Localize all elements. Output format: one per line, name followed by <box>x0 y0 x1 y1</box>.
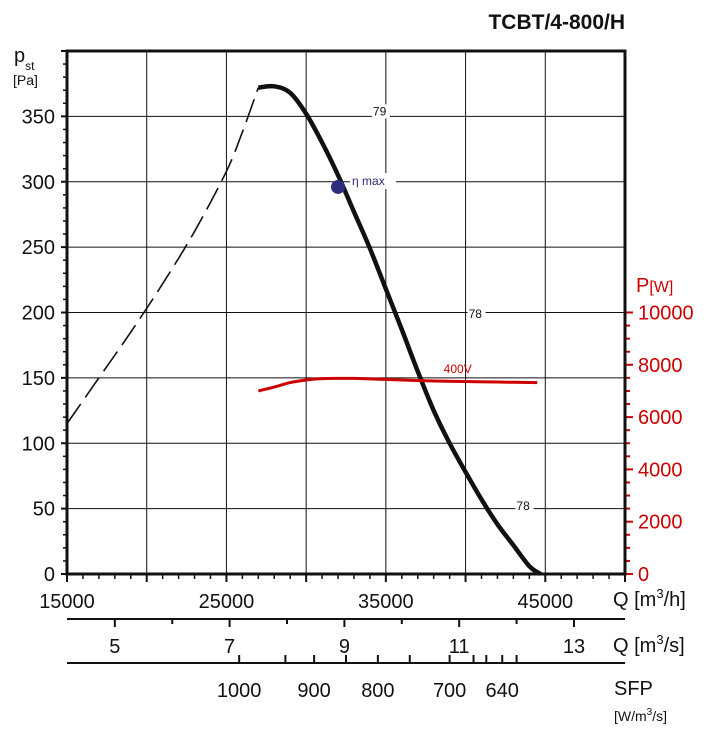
y-tick-label: 100 <box>22 433 55 455</box>
x3-tick-label: 640 <box>486 680 519 702</box>
y-axis-ticks: 0 50 100 150 200 250 300 350 <box>22 50 67 586</box>
y-tick-label: 250 <box>22 237 55 259</box>
x3-tick-label: 900 <box>297 680 330 702</box>
x1-tick-label: 25000 <box>199 591 255 613</box>
x2-tick-label: 11 <box>449 636 470 658</box>
y-axis-label: pst <box>14 45 35 73</box>
x-axis-m3s-label: Q [m3/s] <box>613 632 685 657</box>
eta-max-label: η max <box>352 174 385 188</box>
p-tick-label: 0 <box>638 564 649 586</box>
y-tick-label: 50 <box>33 499 55 521</box>
x1-tick-label: 35000 <box>358 591 414 613</box>
efficiency-label-bg <box>467 307 486 322</box>
efficiency-label: 78 <box>469 307 483 321</box>
y-tick-label: 0 <box>44 564 55 586</box>
x-axis-m3h: 15000 25000 35000 45000 <box>39 574 626 613</box>
p-tick-label: 6000 <box>638 407 683 429</box>
x2-tick-label: 7 <box>224 636 235 658</box>
x3-tick-label: 800 <box>361 680 394 702</box>
x-axis-m3h-label: Q [m3/h] <box>613 586 686 611</box>
series-pst-unstable <box>66 87 260 425</box>
secondary-y-axis-ticks: 0 2000 4000 6000 8000 10000 <box>625 303 694 586</box>
x3-tick-label: 700 <box>433 680 466 702</box>
efficiency-label-bg <box>515 499 534 514</box>
eta-max-marker <box>331 179 346 194</box>
p-tick-label: 2000 <box>638 512 683 534</box>
p-tick-label: 8000 <box>638 355 683 377</box>
series-group: 400V <box>66 83 542 576</box>
grid <box>67 51 625 574</box>
eta-max-label-bg <box>350 172 397 189</box>
efficiency-label: 78 <box>516 499 530 513</box>
series-400v-label: 400V <box>444 362 472 376</box>
y-tick-label: 300 <box>22 172 55 194</box>
secondary-y-axis-label: P[W] <box>636 275 673 297</box>
sfp-label: SFP <box>614 678 653 700</box>
y-axis-unit: [Pa] <box>13 72 38 88</box>
chart-title: TCBT/4-800/H <box>488 11 625 34</box>
x1-tick-label: 45000 <box>517 591 573 613</box>
plot-frame <box>65 49 627 576</box>
efficiency-label: 79 <box>373 104 387 118</box>
y-tick-label: 350 <box>22 106 55 128</box>
annotations: 79 η max 78 78 <box>331 104 534 514</box>
y-tick-label: 200 <box>22 303 55 325</box>
p-tick-label: 4000 <box>638 459 683 481</box>
efficiency-label-bg <box>371 104 390 119</box>
series-pst <box>258 83 542 576</box>
y-tick-label: 150 <box>22 368 55 390</box>
series-400V <box>257 376 538 393</box>
sfp-unit: [W/m3/s] <box>614 707 667 724</box>
x3-tick-label: 1000 <box>217 680 262 702</box>
x-axis-sfp: 1000 900 800 700 640 <box>67 655 625 702</box>
p-tick-label: 10000 <box>638 303 694 325</box>
x2-tick-label: 13 <box>563 636 585 658</box>
x2-tick-label: 5 <box>109 636 120 658</box>
x1-tick-label: 15000 <box>39 591 95 613</box>
x-axis-m3s: 5 7 9 11 13 <box>67 618 625 658</box>
x2-tick-label: 9 <box>339 636 350 658</box>
